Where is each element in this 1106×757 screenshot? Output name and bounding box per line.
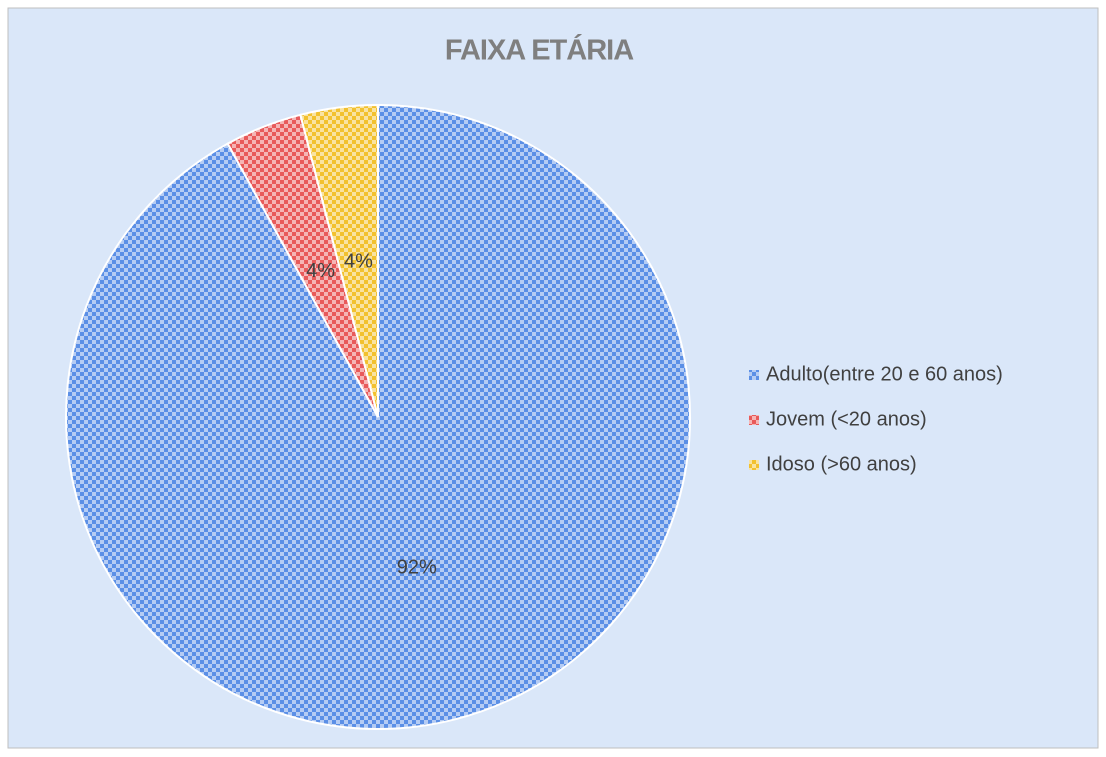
data-label: 4%: [306, 260, 335, 282]
chart-title: FAIXA ETÁRIA: [445, 33, 634, 67]
legend-swatch: [749, 415, 759, 425]
legend-label: Adulto(entre 20 e 60 anos): [766, 363, 1003, 385]
pie-slice: [299, 103, 379, 418]
legend-label: Jovem (<20 anos): [766, 408, 927, 430]
data-label: 92%: [397, 556, 437, 578]
legend-swatch: [749, 370, 759, 380]
legend-label: Idoso (>60 anos): [766, 453, 917, 475]
legend-swatch: [749, 460, 759, 470]
data-label: 4%: [344, 251, 373, 273]
